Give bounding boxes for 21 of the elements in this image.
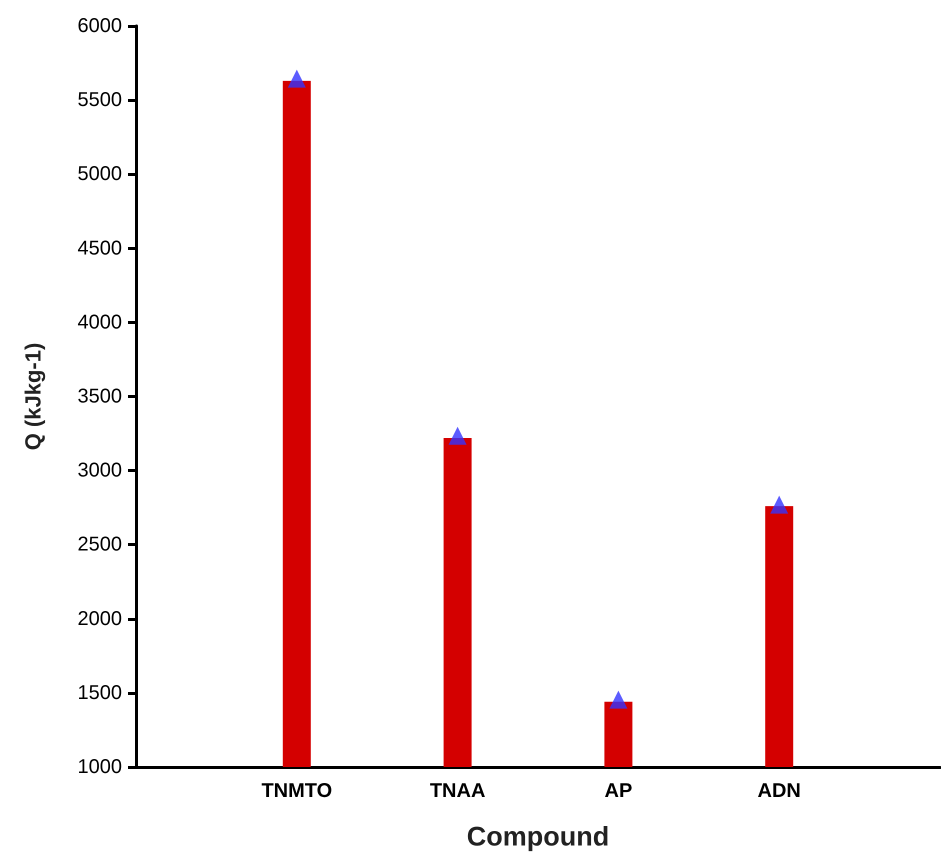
x-tick-label: ADN	[758, 780, 801, 802]
y-tick-label: 3500	[78, 386, 122, 408]
point	[609, 690, 628, 709]
y-tick-label: 5500	[78, 89, 122, 112]
y-tick-label: 3000	[78, 460, 122, 482]
y-tick-label: 4000	[78, 311, 122, 334]
y-tick-label: 2500	[78, 534, 122, 556]
point	[448, 426, 467, 445]
y-axis-title: Q (kJkg-1)	[20, 342, 46, 450]
y-tick-label: 5000	[78, 163, 122, 186]
x-tick-label: AP	[604, 780, 632, 802]
y-tick-label: 4500	[78, 237, 122, 260]
x-tick-label: TNMTO	[261, 780, 332, 802]
y-tick-label: 1500	[78, 682, 122, 704]
point	[770, 496, 788, 514]
y-tick-label: 1000	[78, 756, 122, 778]
point	[288, 70, 306, 88]
x-tick-label: TNAA	[430, 780, 486, 802]
y-tick-label: 2000	[78, 608, 122, 630]
x-axis-title: Compound	[466, 822, 610, 852]
y-tick-label: 6000	[78, 15, 122, 37]
